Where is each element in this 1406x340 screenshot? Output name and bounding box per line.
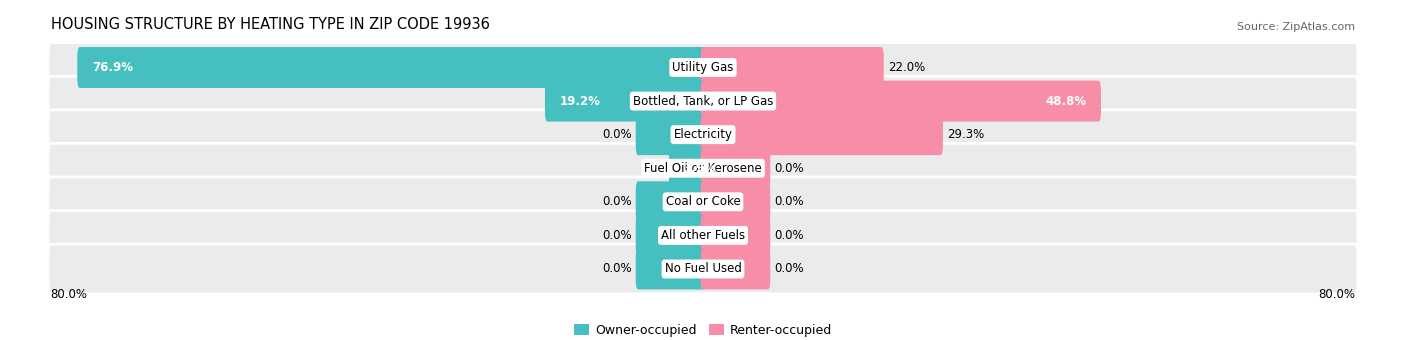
Text: 0.0%: 0.0% [775, 229, 804, 242]
Text: Source: ZipAtlas.com: Source: ZipAtlas.com [1237, 22, 1355, 32]
FancyBboxPatch shape [669, 148, 706, 189]
FancyBboxPatch shape [546, 81, 706, 122]
Text: 0.0%: 0.0% [775, 262, 804, 275]
FancyBboxPatch shape [636, 114, 706, 155]
Text: All other Fuels: All other Fuels [661, 229, 745, 242]
FancyBboxPatch shape [700, 249, 770, 289]
FancyBboxPatch shape [48, 244, 1358, 294]
Text: 22.0%: 22.0% [887, 61, 925, 74]
Text: 0.0%: 0.0% [602, 229, 631, 242]
FancyBboxPatch shape [48, 143, 1358, 193]
Text: 0.0%: 0.0% [775, 162, 804, 175]
Text: Bottled, Tank, or LP Gas: Bottled, Tank, or LP Gas [633, 95, 773, 107]
FancyBboxPatch shape [700, 181, 770, 222]
Text: Fuel Oil or Kerosene: Fuel Oil or Kerosene [644, 162, 762, 175]
Text: 80.0%: 80.0% [1319, 288, 1355, 302]
FancyBboxPatch shape [48, 210, 1358, 260]
Legend: Owner-occupied, Renter-occupied: Owner-occupied, Renter-occupied [568, 319, 838, 340]
Text: 76.9%: 76.9% [91, 61, 134, 74]
FancyBboxPatch shape [700, 215, 770, 256]
Text: 29.3%: 29.3% [948, 128, 984, 141]
Text: 0.0%: 0.0% [775, 195, 804, 208]
FancyBboxPatch shape [700, 148, 770, 189]
FancyBboxPatch shape [700, 81, 1101, 122]
FancyBboxPatch shape [48, 76, 1358, 126]
FancyBboxPatch shape [636, 249, 706, 289]
FancyBboxPatch shape [48, 42, 1358, 92]
Text: No Fuel Used: No Fuel Used [665, 262, 741, 275]
FancyBboxPatch shape [636, 215, 706, 256]
Text: 80.0%: 80.0% [51, 288, 87, 302]
Text: 0.0%: 0.0% [602, 262, 631, 275]
FancyBboxPatch shape [48, 110, 1358, 159]
Text: Utility Gas: Utility Gas [672, 61, 734, 74]
Text: 48.8%: 48.8% [1045, 95, 1087, 107]
Text: 0.0%: 0.0% [602, 195, 631, 208]
Text: Electricity: Electricity [673, 128, 733, 141]
Text: 3.9%: 3.9% [683, 162, 716, 175]
FancyBboxPatch shape [77, 47, 706, 88]
FancyBboxPatch shape [636, 181, 706, 222]
FancyBboxPatch shape [700, 47, 884, 88]
Text: Coal or Coke: Coal or Coke [665, 195, 741, 208]
FancyBboxPatch shape [700, 114, 943, 155]
Text: HOUSING STRUCTURE BY HEATING TYPE IN ZIP CODE 19936: HOUSING STRUCTURE BY HEATING TYPE IN ZIP… [51, 17, 489, 32]
FancyBboxPatch shape [48, 177, 1358, 227]
Text: 0.0%: 0.0% [602, 128, 631, 141]
Text: 19.2%: 19.2% [560, 95, 600, 107]
